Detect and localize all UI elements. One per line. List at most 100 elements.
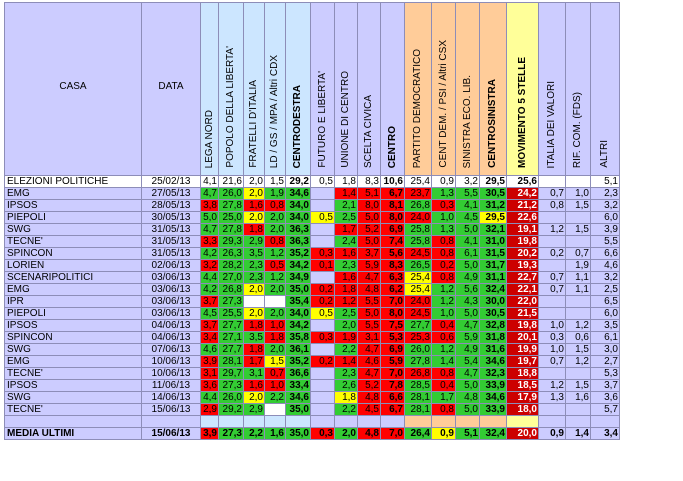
header-party-label: PARTITO DEMOCRATICO xyxy=(412,48,423,168)
poll-value: 3,5 xyxy=(590,319,620,332)
poll-date: 27/05/13 xyxy=(141,187,201,200)
poll-value: 8,3 xyxy=(357,175,381,188)
poll-value: 0,3 xyxy=(310,427,335,440)
poll-value: 23,7 xyxy=(404,187,432,200)
poll-value: 1,4 xyxy=(334,187,358,200)
pollster-name: IPSOS xyxy=(4,319,142,332)
poll-value: 5,2 xyxy=(357,223,381,236)
poll-value: 24,2 xyxy=(506,187,539,200)
pollster-name: IPSOS xyxy=(4,379,142,392)
poll-value: 4,2 xyxy=(200,283,219,296)
poll-value: 29,7 xyxy=(218,367,244,380)
poll-value: 0,8 xyxy=(431,247,456,260)
poll-value: 3,9 xyxy=(590,223,620,236)
poll-date: 30/05/13 xyxy=(141,211,201,224)
poll-value: 0,9 xyxy=(431,175,456,188)
header-party-label: SINISTRA ECO. LIB. xyxy=(461,74,473,168)
poll-value: 1,2 xyxy=(431,343,456,356)
poll-value: 2,7 xyxy=(590,355,620,368)
poll-value: 28,5 xyxy=(404,379,432,392)
poll-value: 4,7 xyxy=(357,271,381,284)
pollster-name: TECNE' xyxy=(4,403,142,416)
poll-value: 0,5 xyxy=(310,175,335,188)
poll-value: 0,8 xyxy=(538,199,566,212)
poll-value: 2,5 xyxy=(334,211,358,224)
poll-value: 2,0 xyxy=(264,283,286,296)
poll-value: 4,5 xyxy=(200,307,219,320)
poll-value: 31,7 xyxy=(479,259,507,272)
poll-value: 1,5 xyxy=(565,379,591,392)
poll-value xyxy=(565,307,591,320)
header-data: DATA xyxy=(141,2,201,176)
poll-value: 5,1 xyxy=(590,175,620,188)
poll-value: 1,7 xyxy=(431,391,456,404)
poll-value: 1,6 xyxy=(334,247,358,260)
poll-value: 5,1 xyxy=(455,427,480,440)
poll-value: 5,0 xyxy=(455,379,480,392)
poll-value: 8,0 xyxy=(380,211,405,224)
poll-value: 31,2 xyxy=(479,199,507,212)
poll-row: PIEPOLI 03/06/13 4,5 25,5 2,0 2,0 34,0 0,5 2,5 5,… xyxy=(4,307,620,320)
poll-value: 0,3 xyxy=(538,331,566,344)
poll-value: 0,9 xyxy=(538,427,566,440)
poll-value: 29,2 xyxy=(218,403,244,416)
poll-value: 32,8 xyxy=(479,319,507,332)
poll-value: 0,3 xyxy=(310,331,335,344)
average-row: MEDIA ULTIMI 15/06/13 3,9 27,3 2,2 1,6 35,0 0,3… xyxy=(4,427,620,440)
poll-value: 35,0 xyxy=(285,283,311,296)
poll-value: 4,6 xyxy=(590,259,620,272)
poll-value: 8,1 xyxy=(380,199,405,212)
poll-value: 4,1 xyxy=(455,235,480,248)
poll-value: 3,6 xyxy=(590,391,620,404)
poll-value: 19,3 xyxy=(506,259,539,272)
poll-value: 6,1 xyxy=(455,247,480,260)
poll-value: 1,8 xyxy=(243,223,265,236)
poll-value: 17,9 xyxy=(506,391,539,404)
poll-value: 35,0 xyxy=(285,427,311,440)
poll-value: 0,2 xyxy=(310,295,335,308)
poll-value: 3,2 xyxy=(590,199,620,212)
pollster-name: SPINCON xyxy=(4,247,142,260)
poll-value: 10,6 xyxy=(380,175,405,188)
poll-value: 4,3 xyxy=(455,295,480,308)
poll-value: 0,7 xyxy=(538,271,566,284)
poll-value: 26,0 xyxy=(218,187,244,200)
header-party: LD / GS / MPA / Altri CDX xyxy=(264,2,286,176)
poll-value: 1,3 xyxy=(431,187,456,200)
poll-value: 5,6 xyxy=(380,247,405,260)
poll-row: IPSOS 11/06/13 3,6 27,3 1,6 1,0 33,4 2,6 5,2 7,8 2… xyxy=(4,379,620,392)
poll-value: 27,7 xyxy=(218,319,244,332)
poll-value: 6,9 xyxy=(380,223,405,236)
poll-value: 2,6 xyxy=(334,379,358,392)
poll-value xyxy=(565,175,591,188)
poll-value: 0,8 xyxy=(264,235,286,248)
poll-value: 4,7 xyxy=(357,343,381,356)
poll-value: 0,2 xyxy=(310,283,335,296)
header-party: CENTRO xyxy=(380,2,405,176)
pollster-name: SWG xyxy=(4,391,142,404)
poll-value: 20,0 xyxy=(506,427,539,440)
pollster-name: PIEPOLI xyxy=(4,211,142,224)
poll-value: 5,5 xyxy=(357,295,381,308)
poll-value: 1,0 xyxy=(565,187,591,200)
header-party-label: CENTRO xyxy=(386,125,398,168)
poll-value: 2,0 xyxy=(243,211,265,224)
poll-value: 33,4 xyxy=(285,379,311,392)
poll-value: 2,3 xyxy=(243,271,265,284)
poll-value xyxy=(538,367,566,380)
pollster-name: MEDIA ULTIMI xyxy=(4,427,142,440)
poll-value: 35,4 xyxy=(285,295,311,308)
poll-value: 5,0 xyxy=(357,307,381,320)
poll-value: 5,0 xyxy=(455,403,480,416)
poll-value: 3,2 xyxy=(455,175,480,188)
poll-date: 04/06/13 xyxy=(141,331,201,344)
header-party: CENT DEM. / PSI / Altri CSX xyxy=(431,2,456,176)
poll-value: 6,2 xyxy=(380,283,405,296)
header-party: MOVIMENTO 5 STELLE xyxy=(506,2,539,176)
pollster-name: IPR xyxy=(4,295,142,308)
poll-value: 31,8 xyxy=(479,331,507,344)
poll-value: 3,9 xyxy=(200,427,219,440)
header-party-label: UNIONE DI CENTRO xyxy=(340,71,351,168)
poll-value: 31,5 xyxy=(479,247,507,260)
pollster-name: EMG xyxy=(4,355,142,368)
